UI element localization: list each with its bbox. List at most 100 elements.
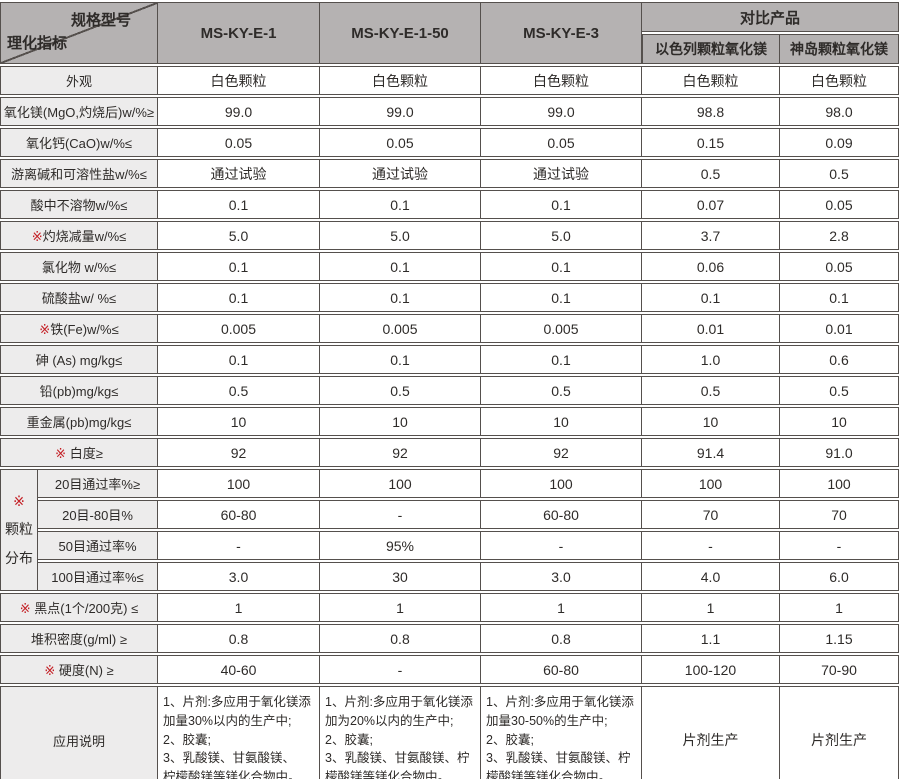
spec-value-cell: 0.005 (481, 314, 642, 343)
spec-value-cell: 100 (780, 469, 899, 498)
spec-value-cell: 99.0 (320, 97, 481, 126)
spec-value-cell: 91.0 (780, 438, 899, 467)
spec-value-cell: 0.1 (320, 345, 481, 374)
spec-value-cell: 100 (320, 469, 481, 498)
row-label: 硫酸盐w/ %≤ (0, 283, 158, 312)
spec-value-cell: 100 (481, 469, 642, 498)
spec-value-cell: 5.0 (481, 221, 642, 250)
table-row: ※ 硬度(N) ≥40-60-60-80 100-120 70-90 (0, 655, 899, 684)
spec-value-cell: 60-80 (158, 500, 320, 529)
application-value-cell: 1、片剂:多应用于氧化镁添加为20%以内的生产中; 2、胶囊; 3、乳酸镁、甘氨… (320, 686, 481, 779)
table-row: 氯化物 w/%≤ 0.1 0.1 0.1 0.06 0.05 (0, 252, 899, 281)
row-label: 100目通过率%≤ (38, 562, 158, 591)
spec-value-cell: 1 (320, 593, 481, 622)
spec-value-cell: 1 (642, 593, 780, 622)
table-row: 堆积密度(g/ml) ≥0.8 0.8 0.8 1.1 1.15 (0, 624, 899, 653)
spec-value-cell: 70-90 (780, 655, 899, 684)
particle-group-line: 分布 (5, 549, 33, 566)
column-header-shendao-granular-mgo: 神岛颗粒氧化镁 (780, 34, 899, 64)
spec-value-cell: - (780, 531, 899, 560)
spec-value-cell: 10 (481, 407, 642, 436)
row-label: 砷 (As) mg/kg≤ (0, 345, 158, 374)
spec-value-cell: 0.5 (642, 376, 780, 405)
column-header-ms-ky-e-1-50: MS-KY-E-1-50 (320, 2, 481, 64)
column-header-israel-granular-mgo: 以色列颗粒氧化镁 (642, 34, 780, 64)
spec-value-cell: 6.0 (780, 562, 899, 591)
row-label: 氧化钙(CaO)w/%≤ (0, 128, 158, 157)
row-label: 20目通过率%≥ (38, 469, 158, 498)
application-value-cell: 1、片剂:多应用于氧化镁添加量30-50%的生产中; 2、胶囊; 3、乳酸镁、甘… (481, 686, 642, 779)
spec-value-cell: 0.6 (780, 345, 899, 374)
spec-value-cell: 0.1 (481, 252, 642, 281)
row-label: 堆积密度(g/ml) ≥ (0, 624, 158, 653)
spec-value-cell: 0.1 (320, 190, 481, 219)
table-row: 外观 白色颗粒 白色颗粒 白色颗粒 白色颗粒 白色颗粒 (0, 66, 899, 95)
row-label-text: 游离碱和可溶性盐w/%≤ (11, 167, 147, 182)
row-label: 氧化镁(MgO,灼烧后)w/%≥ (0, 97, 158, 126)
spec-value-cell: 0.1 (320, 283, 481, 312)
table-row: 氧化钙(CaO)w/%≤ 0.05 0.05 0.05 0.15 0.09 (0, 128, 899, 157)
row-label-text: 灼烧减量w/%≤ (42, 229, 127, 244)
row-label-text: 20目通过率%≥ (54, 477, 141, 492)
spec-value-cell: 3.0 (158, 562, 320, 591)
row-label: 游离碱和可溶性盐w/%≤ (0, 159, 158, 188)
row-label-text: 酸中不溶物w/%≤ (30, 198, 128, 213)
row-label: 氯化物 w/%≤ (0, 252, 158, 281)
spec-value-cell: 0.1 (481, 345, 642, 374)
spec-value-cell: 0.05 (780, 252, 899, 281)
table-row: ※ 白度≥ 92 92 92 91.4 91.0 (0, 438, 899, 467)
spec-value-cell: 30 (320, 562, 481, 591)
row-label-text: 外观 (65, 74, 92, 89)
row-label: 重金属(pb)mg/kg≤ (0, 407, 158, 436)
column-header-ms-ky-e-3: MS-KY-E-3 (481, 2, 642, 64)
spec-value-cell: 0.1 (780, 283, 899, 312)
application-value-cell: 片剂生产 (780, 686, 899, 779)
spec-value-cell: 0.05 (320, 128, 481, 157)
spec-value-cell: 1.0 (642, 345, 780, 374)
spec-value-cell: 0.06 (642, 252, 780, 281)
spec-value-cell: 0.1 (158, 345, 320, 374)
table-row: 重金属(pb)mg/kg≤ 10 10 10 10 10 (0, 407, 899, 436)
spec-value-cell: 4.0 (642, 562, 780, 591)
row-label-text: 黑点(1个/200克) ≤ (30, 601, 139, 616)
spec-value-cell: 0.05 (158, 128, 320, 157)
spec-value-cell: 通过试验 (481, 159, 642, 188)
spec-value-cell: 0.5 (320, 376, 481, 405)
application-row-label: 应用说明 (0, 686, 158, 779)
spec-value-cell: 10 (158, 407, 320, 436)
spec-value-cell: 0.1 (158, 252, 320, 281)
spec-value-cell: 0.09 (780, 128, 899, 157)
table-row: 20目-80目% 60-80-60-80 70 70 (0, 500, 899, 529)
required-marker: ※ (55, 446, 67, 461)
spec-value-cell: 通过试验 (158, 159, 320, 188)
spec-value-cell: 10 (320, 407, 481, 436)
spec-value-cell: 70 (780, 500, 899, 529)
spec-value-cell: 95% (320, 531, 481, 560)
spec-value-cell: 白色颗粒 (320, 66, 481, 95)
table-row: 游离碱和可溶性盐w/%≤ 通过试验 通过试验 通过试验 0.5 0.5 (0, 159, 899, 188)
particle-group-labels: ※ 颗粒 分布 (1, 470, 37, 590)
row-label-text: 重金属(pb)mg/kg≤ (26, 415, 132, 430)
spec-value-cell: 0.07 (642, 190, 780, 219)
row-label: 酸中不溶物w/%≤ (0, 190, 158, 219)
spec-value-cell: 60-80 (481, 500, 642, 529)
spec-value-cell: 70 (642, 500, 780, 529)
row-label-text: 氧化钙(CaO)w/%≤ (25, 136, 133, 151)
row-label: ※ 黑点(1个/200克) ≤ (0, 593, 158, 622)
spec-value-cell: 92 (481, 438, 642, 467)
spec-value-cell: 0.005 (158, 314, 320, 343)
table-row: 酸中不溶物w/%≤ 0.1 0.1 0.1 0.07 0.05 (0, 190, 899, 219)
spec-value-cell: 98.0 (780, 97, 899, 126)
spec-value-cell: 0.005 (320, 314, 481, 343)
spec-value-cell: 92 (320, 438, 481, 467)
row-label-text: 50目通过率% (58, 539, 137, 554)
spec-value-cell: 3.0 (481, 562, 642, 591)
spec-value-cell: 白色颗粒 (780, 66, 899, 95)
particle-group-line: 颗粒 (5, 520, 33, 537)
spec-value-cell: 1 (780, 593, 899, 622)
row-label-text: 20目-80目% (62, 508, 133, 523)
spec-value-cell: 0.1 (481, 283, 642, 312)
spec-value-cell: 0.5 (642, 159, 780, 188)
